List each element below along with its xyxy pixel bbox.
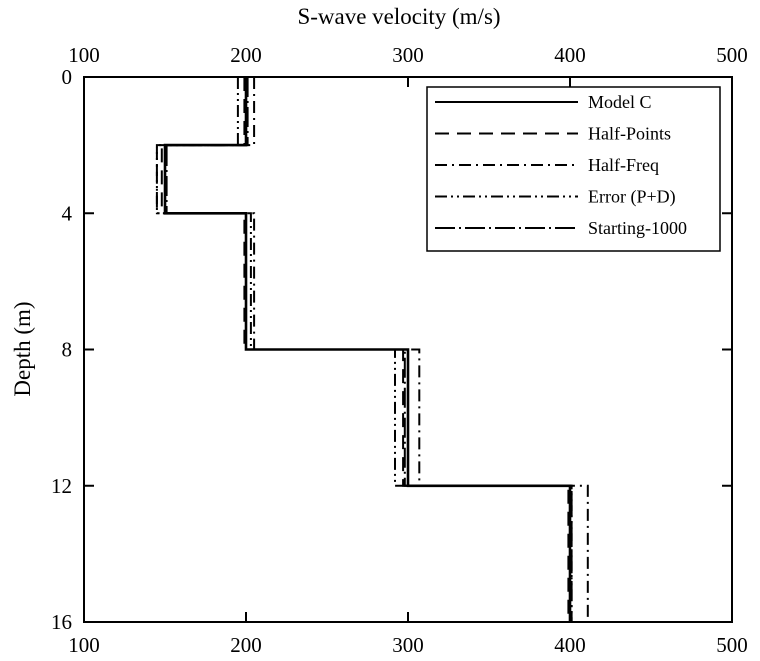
x-tick-label-top: 100	[68, 43, 100, 67]
legend: Model C Half-Points Half-Freq Error (P+D) St…	[426, 86, 721, 252]
legend-label: Starting-1000	[588, 218, 687, 238]
x-tick-label-bottom: 300	[392, 633, 424, 657]
axis-ticks: 100 100 200 200 300 300 400 400 500 500 0 4 8 12 16	[51, 43, 748, 657]
y-tick-label: 16	[51, 610, 72, 634]
series-line-error-p-d	[155, 77, 573, 622]
plot-frame	[83, 76, 733, 623]
x-tick-label-bottom: 200	[230, 633, 262, 657]
legend-label: Half-Freq	[588, 155, 659, 175]
x-tick-label-top: 300	[392, 43, 424, 67]
legend-label: Error (P+D)	[588, 187, 676, 208]
x-tick-label-top: 400	[554, 43, 586, 67]
x-tick-label-bottom: 100	[68, 633, 100, 657]
x-axis-title: S-wave velocity (m/s)	[297, 4, 500, 29]
x-tick-label-bottom: 400	[554, 633, 586, 657]
legend-box	[426, 86, 721, 252]
x-tick-label-top: 200	[230, 43, 262, 67]
y-tick-label: 12	[51, 474, 72, 498]
x-tick-label-top: 500	[716, 43, 748, 67]
y-tick-label: 4	[62, 201, 73, 225]
series-layer	[155, 77, 589, 622]
y-tick-label: 8	[62, 338, 73, 362]
legend-label: Model C	[588, 92, 652, 112]
y-axis-title: Depth (m)	[10, 301, 35, 396]
series-line-starting-1000	[165, 77, 573, 622]
y-tick-label: 0	[62, 65, 73, 89]
legend-label: Half-Points	[588, 124, 671, 144]
x-tick-label-bottom: 500	[716, 633, 748, 657]
